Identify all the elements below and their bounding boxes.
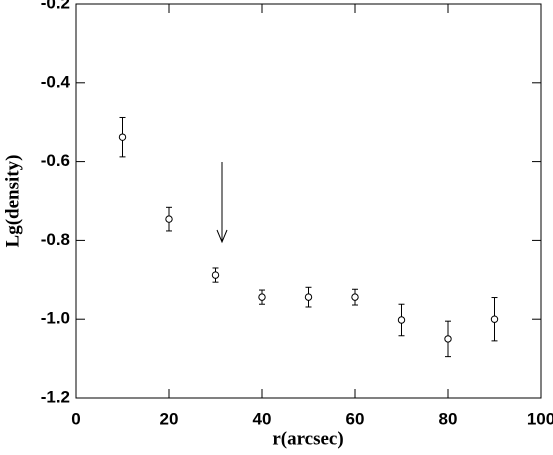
x-tick-label: 80 [439,409,458,428]
x-tick-label: 20 [160,409,179,428]
plot-frame [75,3,542,399]
y-tick-label: -0.2 [41,0,70,12]
point [490,315,499,323]
point [165,215,173,223]
y-tick-label: -0.8 [41,230,70,249]
x-tick-label: 0 [71,409,80,428]
y-tick-label: -1.0 [41,309,70,328]
y-tick-label: -1.2 [41,387,70,406]
x-tick-label: 100 [527,409,553,428]
point [258,293,266,301]
point [211,271,220,279]
x-tick-label: 60 [346,409,365,428]
point [351,293,359,301]
y-tick-label: -0.6 [41,151,70,170]
point [444,335,452,343]
point [304,293,313,301]
y-tick-label: -0.4 [41,72,71,91]
point [397,316,406,324]
arrow-annotation [216,162,228,244]
x-axis-label: r(arcsec) [272,428,343,449]
point [118,133,127,141]
y-axis-label: Lg(density) [2,155,23,248]
x-tick-label: 40 [253,409,272,428]
